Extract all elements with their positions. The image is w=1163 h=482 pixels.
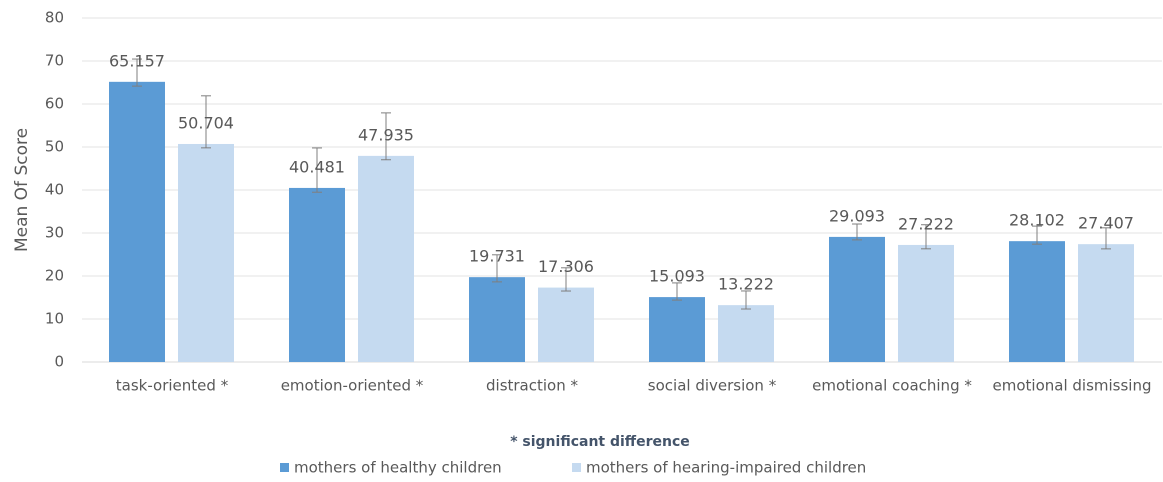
y-tick-label: 40: [45, 181, 64, 199]
y-tick-label: 70: [45, 52, 64, 70]
annotation: * significant difference: [510, 434, 690, 450]
bar: [469, 277, 525, 362]
bar: [1078, 244, 1134, 362]
x-tick-label: task-oriented *: [116, 377, 229, 395]
data-label: 40.481: [289, 157, 345, 176]
bar: [178, 143, 234, 362]
data-label: 17.306: [538, 257, 594, 276]
x-tick-label: emotional dismissing: [993, 377, 1152, 395]
y-tick-label: 10: [45, 310, 64, 328]
data-label: 13.222: [718, 275, 774, 294]
legend-label: mothers of healthy children: [294, 459, 502, 477]
bar: [1009, 241, 1065, 362]
y-tick-label: 60: [45, 95, 64, 113]
legend-swatch: [572, 463, 581, 472]
data-label: 65.157: [109, 51, 165, 70]
data-label: 50.704: [178, 113, 234, 132]
y-tick-label: 20: [45, 267, 64, 285]
bar: [718, 305, 774, 362]
x-tick-label: social diversion *: [648, 377, 777, 395]
bar: [358, 155, 414, 362]
bar: [109, 81, 165, 363]
legend-label: mothers of hearing-impaired children: [586, 459, 866, 477]
x-tick-label: emotion-oriented *: [281, 377, 424, 395]
data-label: 19.731: [469, 247, 525, 266]
legend-swatch: [280, 463, 289, 472]
data-label: 15.093: [649, 267, 705, 286]
bar: [898, 244, 954, 362]
y-tick-label: 80: [45, 9, 64, 27]
bar: [538, 287, 594, 362]
data-label: 27.407: [1078, 214, 1134, 233]
x-tick-label: emotional coaching *: [812, 377, 972, 395]
data-label: 47.935: [358, 125, 414, 144]
bar: [829, 236, 885, 362]
data-label: 28.102: [1009, 211, 1065, 230]
data-label: 29.093: [829, 206, 885, 225]
bar: [289, 187, 345, 362]
x-tick-label: distraction *: [486, 377, 578, 395]
bar: [649, 297, 705, 362]
y-tick-label: 0: [54, 353, 64, 371]
data-label: 27.222: [898, 214, 954, 233]
y-tick-label: 50: [45, 138, 64, 156]
y-axis-label: Mean Of Score: [12, 128, 32, 252]
y-tick-label: 30: [45, 224, 64, 242]
